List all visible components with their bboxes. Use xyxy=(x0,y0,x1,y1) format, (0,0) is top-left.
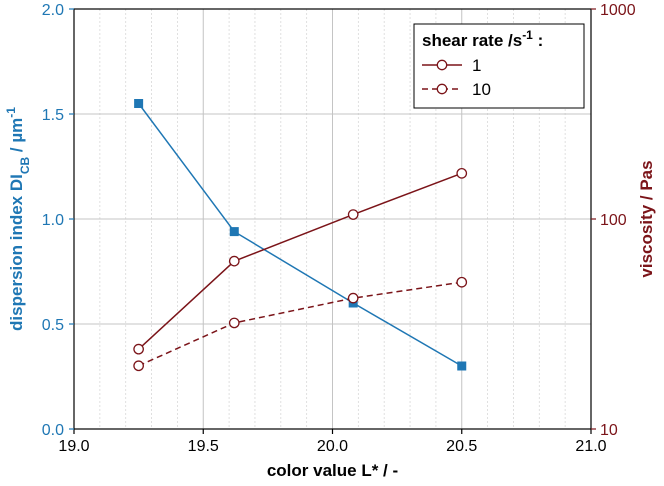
y-left-title-unit: / µm xyxy=(7,118,26,157)
y-left-axis-title: dispersion index DICB / µm-1 xyxy=(4,107,32,331)
legend-title-superscript: -1 xyxy=(522,28,533,42)
data-point-dispersion-index xyxy=(457,361,467,371)
y-right-axis-title: viscosity / Pas xyxy=(637,160,656,277)
y-left-title-main: dispersion index DI xyxy=(7,174,26,331)
y-left-tick-label: 1.5 xyxy=(42,107,64,124)
y-left-title-superscript: -1 xyxy=(4,107,18,118)
data-point-viscosity xyxy=(456,276,468,288)
plot-series xyxy=(133,99,468,372)
data-point-viscosity xyxy=(347,292,359,304)
y-left-tick-label: 0.5 xyxy=(42,317,64,334)
data-point-viscosity xyxy=(133,343,144,355)
data-point-dispersion-index xyxy=(134,99,144,108)
data-point-viscosity xyxy=(228,255,240,267)
y-right-tick-label: 1000 xyxy=(600,2,636,19)
y-left-tick-label: 0.0 xyxy=(42,422,64,439)
legend: shear rate /s-1 : 1 10 xyxy=(413,23,585,109)
x-tick-label: 21.0 xyxy=(575,438,606,455)
series-line-2 xyxy=(138,281,462,367)
x-tick-label: 19.0 xyxy=(58,438,89,455)
y-right-tick-label: 100 xyxy=(600,212,627,229)
x-axis-title: color value L* / - xyxy=(267,461,398,480)
x-tick-label: 19.5 xyxy=(188,438,219,455)
y-left-tick-label: 1.0 xyxy=(42,212,64,229)
legend-marker-sample xyxy=(436,59,448,71)
axes: 19.0 19.5 20.0 20.5 21.0 color value L* / - 0.… xyxy=(4,2,656,480)
y-right-tick-label: 10 xyxy=(600,422,618,439)
data-point-viscosity xyxy=(347,209,359,220)
series-line-1 xyxy=(138,172,463,350)
y-left-title-subscript: CB xyxy=(18,156,32,174)
legend-entry-label: 1 xyxy=(472,56,481,75)
data-point-viscosity xyxy=(456,167,468,179)
data-point-viscosity xyxy=(133,360,144,372)
data-point-dispersion-index xyxy=(229,227,239,237)
x-tick-label: 20.5 xyxy=(446,438,477,455)
legend-title-tail: : xyxy=(533,31,543,50)
y-left-tick-label: 2.0 xyxy=(42,2,64,19)
legend-entry-label: 10 xyxy=(472,80,491,99)
legend-title-main: shear rate /s xyxy=(422,31,522,50)
series-line-0 xyxy=(138,103,463,367)
legend-title: shear rate /s-1 : xyxy=(422,28,543,50)
data-point-viscosity xyxy=(228,317,240,329)
x-tick-label: 20.0 xyxy=(317,438,348,455)
legend-marker-sample xyxy=(436,83,448,95)
